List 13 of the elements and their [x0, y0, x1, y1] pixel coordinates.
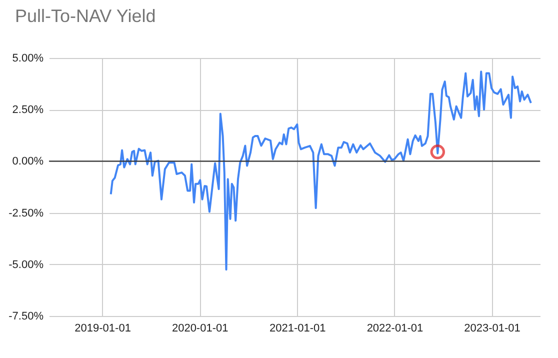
y-tick-label: 0.00% [12, 156, 44, 168]
line-series [110, 70, 532, 271]
chart-title: Pull-To-NAV Yield [15, 6, 156, 26]
x-tick-label: 2021-01-01 [270, 322, 326, 334]
x-tick-label: 2019-01-01 [74, 322, 131, 334]
y-tick-label: 2.50% [12, 104, 44, 116]
x-tick-label: 2022-01-01 [366, 322, 424, 334]
y-tick-label: -7.50% [8, 310, 44, 322]
x-tick-label: 2020-01-01 [172, 322, 228, 334]
x-tick-label: 2023-01-01 [464, 322, 520, 334]
y-tick-label: -2.50% [8, 207, 44, 220]
y-tick-label: -5.00% [8, 258, 44, 271]
y-tick-label: 5.00% [12, 52, 44, 64]
